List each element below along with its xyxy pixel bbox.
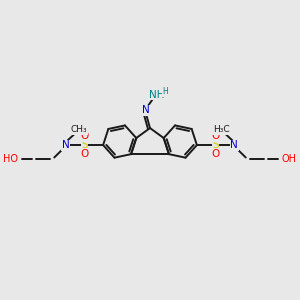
Text: N: N (62, 140, 70, 150)
Text: H₃C: H₃C (213, 125, 229, 134)
Text: S: S (212, 140, 219, 150)
Text: N: N (142, 105, 150, 115)
Text: O: O (212, 131, 220, 141)
Text: CH₃: CH₃ (71, 125, 87, 134)
Text: O: O (212, 149, 220, 159)
Text: OH: OH (282, 154, 297, 164)
Text: O: O (80, 131, 88, 141)
Text: HO: HO (3, 154, 18, 164)
Text: N: N (230, 140, 238, 150)
Text: NH: NH (149, 90, 165, 100)
Text: O: O (80, 149, 88, 159)
Text: H: H (162, 87, 168, 96)
Text: S: S (81, 140, 88, 150)
